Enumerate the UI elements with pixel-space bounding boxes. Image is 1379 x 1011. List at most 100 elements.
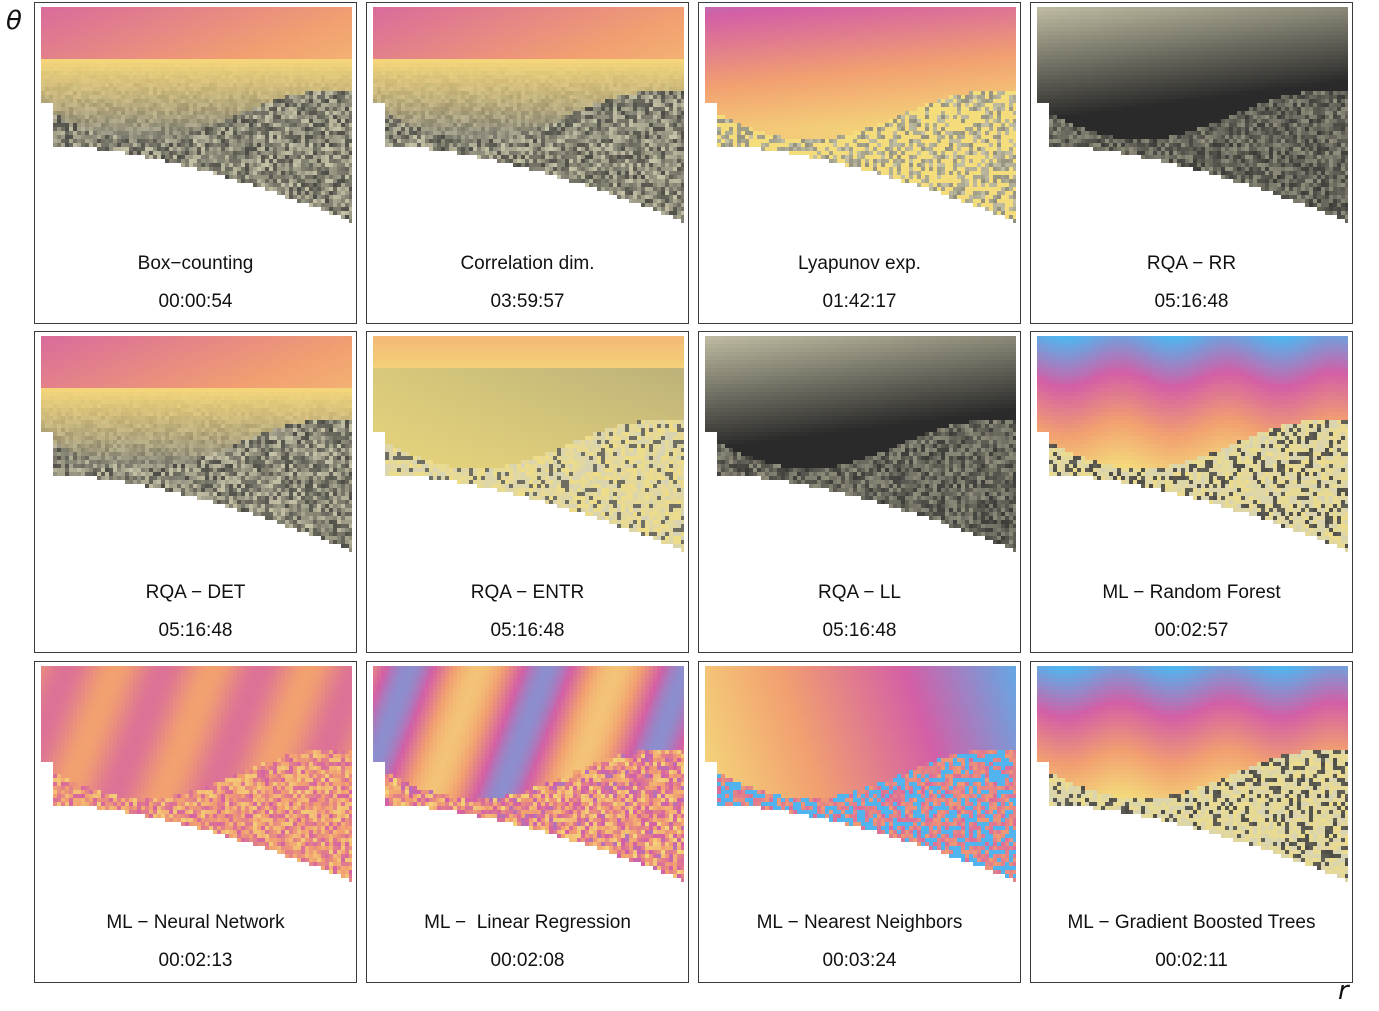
heatmap-cell — [501, 19, 505, 23]
heatmap-cell — [269, 115, 273, 119]
heatmap-cell — [137, 39, 141, 43]
heatmap-cell — [345, 95, 349, 99]
heatmap-cell — [325, 147, 329, 151]
heatmap-cell — [453, 115, 457, 119]
heatmap-cell — [141, 103, 145, 107]
heatmap-cell — [445, 107, 449, 111]
heatmap-cell — [521, 79, 525, 83]
heatmap-cell — [509, 75, 513, 79]
heatmap-cell — [205, 63, 209, 67]
heatmap-cell — [217, 119, 221, 123]
heatmap-cell — [477, 127, 481, 131]
heatmap-cell — [77, 47, 81, 51]
heatmap-cell — [205, 19, 209, 23]
heatmap-cell — [65, 95, 69, 99]
heatmap-cell — [273, 187, 277, 191]
heatmap-cell — [473, 71, 477, 75]
heatmap-cell — [261, 47, 265, 51]
heatmap-cell — [253, 183, 257, 187]
heatmap-cell — [501, 7, 505, 11]
heatmap-cell — [253, 135, 257, 139]
heatmap-cell — [445, 99, 449, 103]
heatmap-cell — [233, 159, 237, 163]
heatmap-cell — [465, 15, 469, 19]
heatmap-cell — [545, 19, 549, 23]
heatmap-cell — [193, 95, 197, 99]
heatmap-cell — [469, 19, 473, 23]
heatmap-cell — [549, 63, 553, 67]
heatmap-cell — [109, 87, 113, 91]
heatmap-cell — [381, 91, 385, 95]
heatmap-cell — [513, 127, 517, 131]
heatmap-cell — [541, 87, 545, 91]
heatmap-cell — [497, 111, 501, 115]
heatmap-cell — [409, 47, 413, 51]
heatmap-cell — [317, 11, 321, 15]
heatmap-cell — [249, 115, 253, 119]
heatmap-cell — [349, 107, 352, 111]
heatmap-cell — [153, 19, 157, 23]
heatmap-cell — [169, 87, 173, 91]
heatmap-cell — [137, 43, 141, 47]
heatmap-cell — [245, 79, 249, 83]
heatmap-cell — [181, 131, 185, 135]
heatmap-cell — [161, 87, 165, 91]
heatmap-cell — [273, 99, 277, 103]
heatmap-cell — [81, 107, 85, 111]
heatmap-cell — [541, 19, 545, 23]
heatmap-cell — [53, 71, 57, 75]
heatmap-cell — [393, 19, 397, 23]
heatmap-cell — [193, 31, 197, 35]
heatmap-cell — [341, 183, 345, 187]
heatmap-cell — [233, 75, 237, 79]
heatmap-cell — [417, 95, 421, 99]
heatmap-cell — [477, 19, 481, 23]
heatmap-cell — [293, 75, 297, 79]
heatmap-cell — [73, 19, 77, 23]
heatmap-cell — [429, 35, 433, 39]
heatmap-cell — [433, 75, 437, 79]
heatmap-cell — [53, 103, 57, 107]
heatmap-cell — [337, 91, 341, 95]
heatmap-cell — [341, 127, 345, 131]
heatmap-cell — [201, 47, 205, 51]
heatmap-cell — [321, 207, 325, 211]
heatmap-cell — [269, 99, 273, 103]
heatmap-cell — [153, 123, 157, 127]
heatmap-cell — [101, 31, 105, 35]
heatmap-cell — [417, 127, 421, 131]
heatmap-cell — [557, 127, 561, 131]
heatmap-cell — [377, 63, 381, 67]
heatmap-cell — [481, 11, 485, 15]
heatmap-cell — [497, 15, 501, 19]
heatmap-cell — [133, 115, 137, 119]
heatmap-cell — [533, 103, 537, 107]
heatmap-cell — [301, 135, 305, 139]
heatmap-cell — [205, 75, 209, 79]
heatmap-cell — [529, 75, 533, 79]
heatmap-cell — [97, 131, 101, 135]
heatmap-cell — [393, 31, 397, 35]
heatmap-cell — [421, 87, 425, 91]
heatmap-cell — [537, 83, 541, 87]
heatmap-cell — [305, 159, 309, 163]
heatmap-cell — [149, 71, 153, 75]
heatmap-cell — [97, 31, 101, 35]
heatmap-cell — [529, 163, 533, 167]
heatmap-cell — [129, 7, 133, 11]
heatmap-cell — [225, 27, 229, 31]
heatmap-cell — [545, 123, 549, 127]
heatmap-cell — [201, 87, 205, 91]
heatmap-cell — [181, 59, 185, 63]
heatmap-cell — [437, 103, 441, 107]
heatmap-cell — [169, 143, 173, 147]
heatmap-cell — [413, 75, 417, 79]
heatmap-cell — [461, 151, 465, 155]
heatmap-cell — [277, 103, 281, 107]
heatmap-cell — [429, 83, 433, 87]
heatmap-cell — [537, 7, 541, 11]
heatmap-cell — [505, 15, 509, 19]
heatmap-cell — [489, 135, 493, 139]
heatmap-cell — [481, 71, 485, 75]
heatmap-cell — [89, 139, 93, 143]
